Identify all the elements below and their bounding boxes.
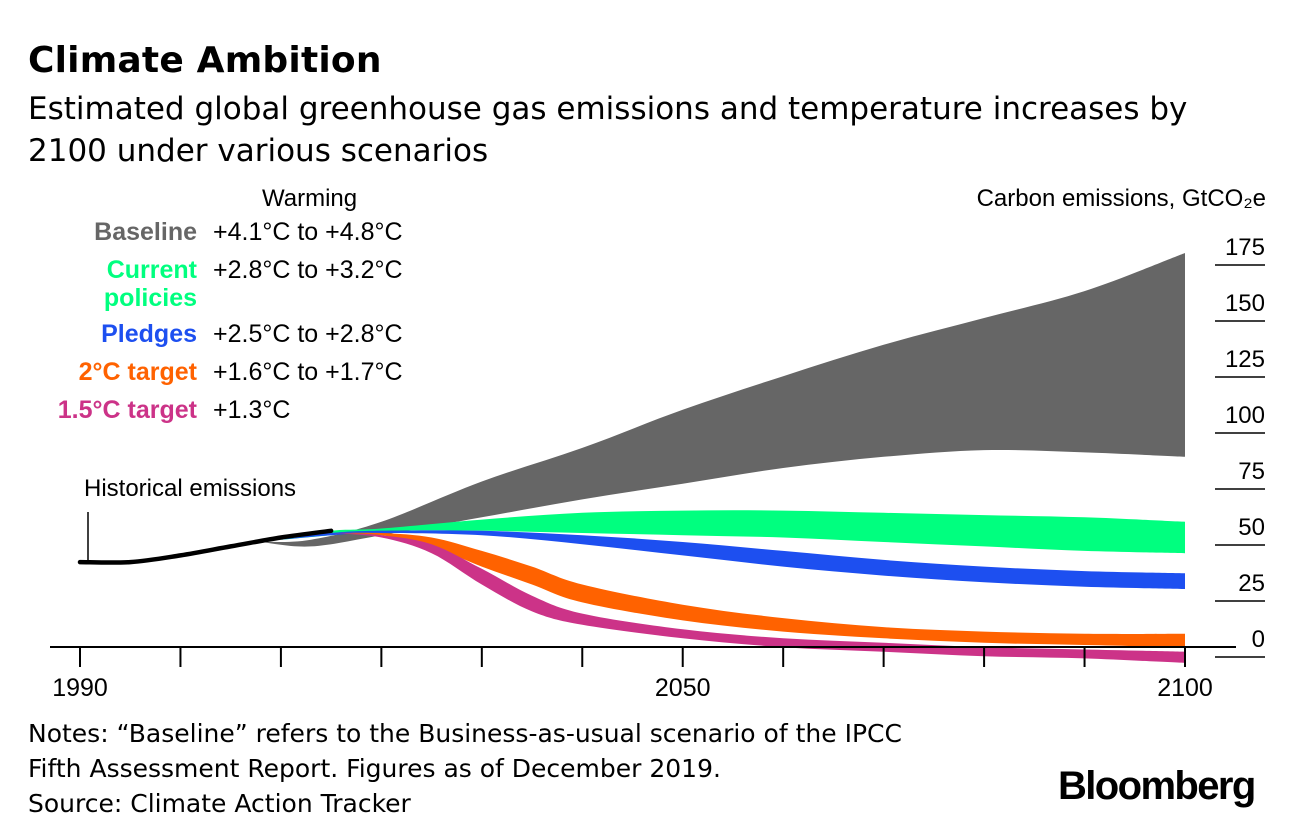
y-tick-label: 25	[1238, 570, 1265, 597]
chart-title: Climate Ambition	[28, 40, 382, 81]
legend-label: Pledges	[101, 320, 197, 348]
y-tick-label: 0	[1252, 626, 1265, 653]
legend-warming: +1.3°C	[213, 396, 290, 424]
y-axis: Carbon emissions, GtCO₂e 0 25 50 75 100 125 150…	[977, 185, 1266, 658]
notes-line: Fifth Assessment Report. Figures as of D…	[28, 754, 721, 783]
legend-label: 2°C target	[79, 358, 198, 386]
legend: Warming Baseline +4.1°C to +4.8°C Currentpo…	[58, 185, 403, 424]
y-tick-label: 125	[1225, 346, 1265, 373]
y-tick-label: 100	[1225, 402, 1265, 429]
y-tick-label: 175	[1225, 234, 1265, 261]
band-2-c-target	[331, 532, 1186, 648]
band-pledges	[280, 530, 1185, 589]
legend-header: Warming	[262, 185, 357, 212]
x-tick-label: 2050	[655, 674, 711, 702]
y-axis-title: Carbon emissions, GtCO₂e	[977, 185, 1266, 212]
band-current-policies	[280, 510, 1185, 554]
band-1-5-c-target	[331, 533, 1186, 663]
legend-label: Baseline	[94, 218, 197, 246]
legend-warming: +1.6°C to +1.7°C	[213, 358, 403, 386]
y-tick-label: 75	[1238, 458, 1265, 485]
legend-warming: +4.1°C to +4.8°C	[213, 218, 403, 246]
source-line: Source: Climate Action Tracker	[28, 789, 411, 818]
historical-series: Historical emissions	[77, 475, 334, 565]
chart-subtitle: Estimated global greenhouse gas emission…	[28, 91, 1188, 169]
band-baseline	[260, 253, 1185, 547]
y-tick-label: 50	[1238, 514, 1265, 541]
legend-label: 1.5°C target	[58, 396, 198, 424]
x-tick-label: 2100	[1157, 674, 1213, 702]
scenario-bands	[260, 253, 1186, 663]
historical-label: Historical emissions	[84, 475, 296, 502]
chart-notes: Notes: “Baseline” refers to the Business…	[28, 716, 1028, 821]
x-axis: 1990 2050 2100	[50, 646, 1236, 702]
historical-line	[77, 528, 334, 565]
y-tick-label: 150	[1225, 290, 1265, 317]
legend-warming: +2.8°C to +3.2°C	[213, 256, 403, 284]
legend-warming: +2.5°C to +2.8°C	[213, 320, 403, 348]
bloomberg-logo: Bloomberg	[1058, 764, 1256, 808]
notes-line: Notes: “Baseline” refers to the Business…	[28, 719, 902, 748]
legend-label: policies	[104, 284, 197, 312]
x-tick-label: 1990	[52, 674, 108, 702]
legend-label: Current	[107, 256, 198, 284]
